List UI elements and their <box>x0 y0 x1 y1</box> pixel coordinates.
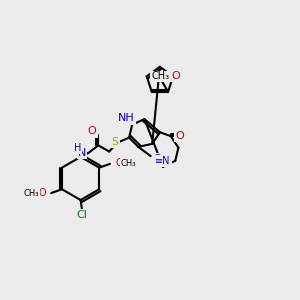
Text: O: O <box>38 188 46 198</box>
Text: O: O <box>88 127 97 136</box>
Text: CH₃: CH₃ <box>121 158 136 167</box>
Text: S: S <box>112 137 119 147</box>
Text: ≡N: ≡N <box>155 156 171 166</box>
Text: Cl: Cl <box>77 210 88 220</box>
Text: O: O <box>116 158 123 168</box>
Text: CH₃: CH₃ <box>23 189 39 198</box>
Text: CH₃: CH₃ <box>151 71 169 82</box>
Text: O: O <box>171 71 180 81</box>
Text: N: N <box>78 148 86 158</box>
Text: NH: NH <box>118 113 134 123</box>
Text: H: H <box>74 143 81 153</box>
Text: C: C <box>154 154 160 164</box>
Text: O: O <box>176 131 184 141</box>
